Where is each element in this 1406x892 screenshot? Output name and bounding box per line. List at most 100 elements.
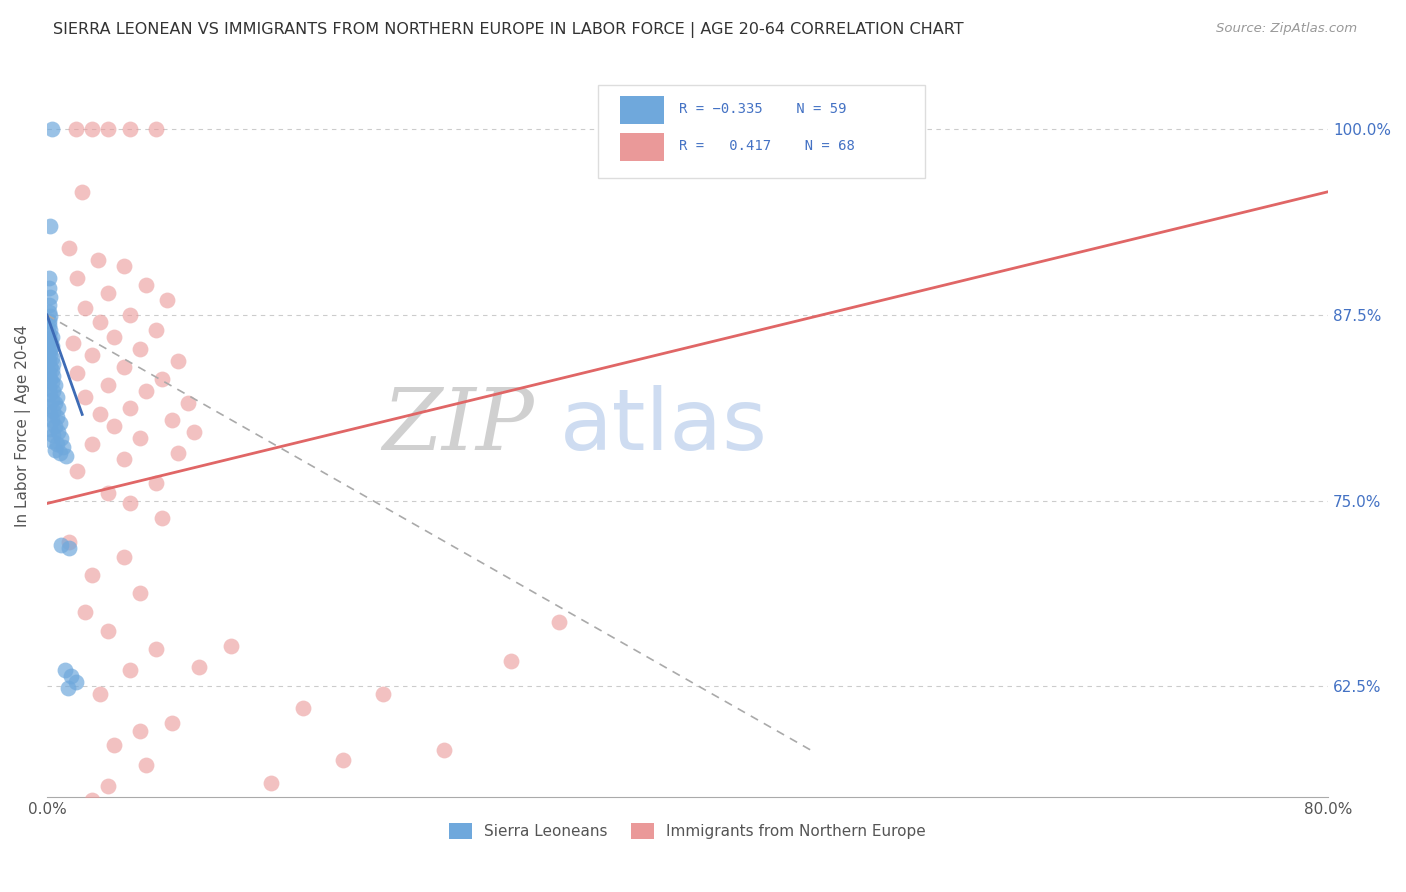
Point [120,496,142,510]
Text: ZIP: ZIP [382,385,534,467]
Point [219,639,242,653]
Text: atlas: atlas [560,384,768,467]
Point [112,359,135,374]
Point [66,270,89,285]
Point [56,681,79,695]
Point [65,808,87,822]
Point [39,342,62,356]
Point [38,318,60,333]
Point [38,336,60,351]
Point [80,437,103,451]
Point [44,377,66,392]
Point [41,330,63,344]
Point [89,315,111,329]
Point [46,401,69,416]
Point [80,348,103,362]
Point [39,372,62,386]
Point [112,259,135,273]
Point [260,775,283,789]
Point [38,297,60,311]
Point [44,395,66,409]
Point [103,330,125,344]
Point [128,723,150,738]
Point [332,753,354,767]
Bar [620,96,665,124]
Point [160,716,183,731]
Point [80,122,103,136]
Point [89,686,111,700]
Point [66,366,89,380]
Point [112,452,135,467]
Point [39,386,62,401]
Point [160,413,183,427]
Point [38,381,60,395]
Point [41,375,63,389]
Point [292,701,315,715]
Point [38,305,60,319]
Point [49,446,72,460]
Point [39,310,62,324]
Point [42,357,65,371]
Point [51,431,73,445]
Point [52,440,75,454]
Point [41,351,63,365]
Point [39,333,62,347]
Point [128,431,150,445]
Text: SIERRA LEONEAN VS IMMIGRANTS FROM NORTHERN EUROPE IN LABOR FORCE | AGE 20-64 COR: SIERRA LEONEAN VS IMMIGRANTS FROM NORTHE… [53,22,965,38]
Point [80,567,103,582]
Point [39,348,62,362]
Point [75,390,97,404]
Point [548,615,571,630]
Point [150,511,173,525]
Point [58,535,80,549]
Point [39,422,62,436]
Point [89,408,111,422]
Point [39,359,62,374]
Point [87,252,110,267]
Point [120,122,142,136]
Point [58,541,80,555]
Point [97,285,120,300]
Point [38,314,60,328]
Point [42,404,65,418]
Point [41,122,63,136]
Point [167,446,190,460]
Point [120,401,142,416]
Point [66,464,89,478]
Point [51,538,73,552]
Point [65,674,87,689]
Point [128,342,150,356]
Legend: Sierra Leoneans, Immigrants from Northern Europe: Sierra Leoneans, Immigrants from Norther… [443,817,932,846]
Point [45,390,67,404]
Point [58,241,80,255]
Point [145,122,167,136]
Text: Source: ZipAtlas.com: Source: ZipAtlas.com [1216,22,1357,36]
Point [97,624,120,639]
Point [45,410,67,425]
Point [145,642,167,657]
Point [135,757,157,772]
Point [38,366,60,380]
Point [97,122,120,136]
Point [42,384,65,398]
Bar [620,133,665,161]
Point [44,419,66,434]
Point [41,413,63,427]
Point [38,281,60,295]
Point [103,419,125,434]
Point [46,425,69,440]
Point [38,327,60,342]
Point [38,354,60,368]
Point [97,779,120,793]
Point [433,743,456,757]
Text: R =   0.417    N = 68: R = 0.417 N = 68 [679,139,855,153]
Point [112,549,135,564]
Point [97,377,120,392]
Point [65,122,87,136]
Point [373,686,395,700]
Point [38,345,60,359]
Point [75,301,97,315]
Point [97,486,120,500]
Point [44,443,66,458]
Point [120,663,142,677]
